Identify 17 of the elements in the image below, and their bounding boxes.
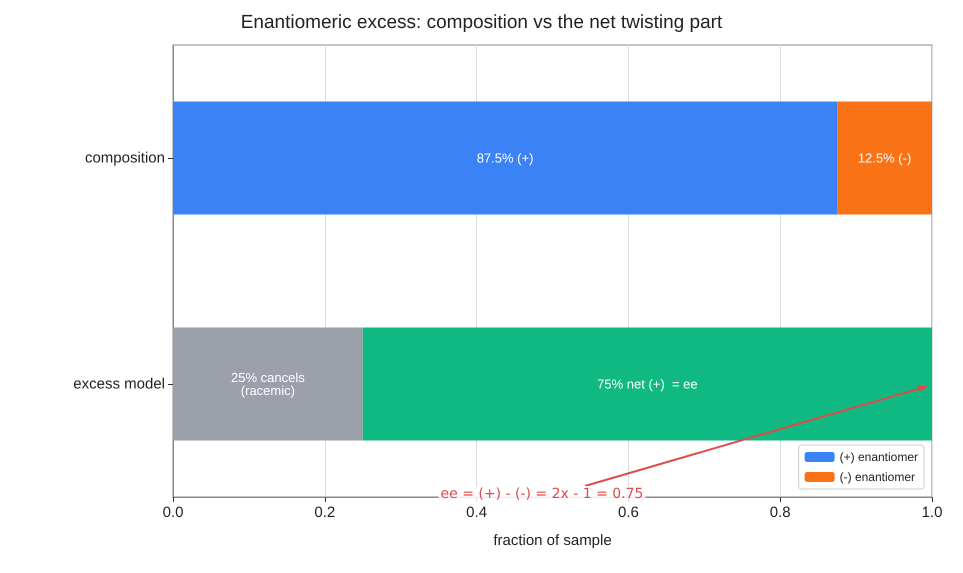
x-tick-label: 0.8	[770, 504, 791, 521]
legend-label: (+) enantiomer	[840, 450, 918, 464]
data-label: 25% cancels (racemic)	[231, 370, 306, 398]
x-tick-label: 0.6	[618, 504, 639, 521]
data-label: 75% net (+) = ee	[597, 376, 698, 392]
data-label: 12.5% (-)	[858, 150, 912, 166]
y-tick-label: composition	[84, 150, 165, 166]
x-tick-label: 0.2	[314, 504, 336, 521]
x-tick-label: 0.4	[466, 504, 488, 521]
x-tick-label: 0.0	[162, 504, 184, 521]
legend-label: (-) enantiomer	[840, 470, 915, 484]
data-label: 87.5% (+)	[476, 150, 534, 166]
x-tick-label: 1.0	[922, 504, 942, 521]
x-axis-title: fraction of sample	[493, 532, 612, 549]
y-tick-label: excess model	[73, 376, 165, 392]
annotation: ee = (+) - (-) = 2x - 1 = 0.75	[440, 486, 644, 502]
chart-title: Enantiomeric excess: composition vs the net twisting part	[240, 12, 723, 33]
